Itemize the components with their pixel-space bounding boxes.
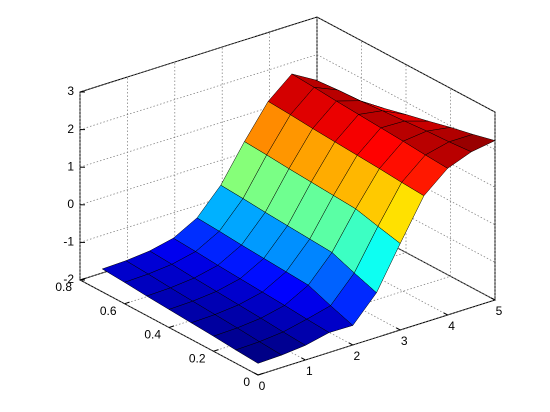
grid-line [316,91,496,188]
grid-line [79,54,318,130]
surface-cell [235,341,283,364]
x-tick [301,357,306,361]
grid-line [316,129,496,226]
grid-line [316,204,496,301]
x-tick [490,297,496,301]
z-tick-label: 2 [67,122,74,136]
x-tick-label: 2 [353,349,360,363]
x-tick-label: 3 [401,334,408,348]
x-tick-label: 5 [496,304,503,318]
x-tick [395,327,401,331]
x-tick-label: 0 [259,379,266,393]
y-tick [79,277,86,281]
grid-line [316,16,496,113]
y-tick [168,325,175,328]
grid-line [257,299,496,376]
y-tick [213,349,219,352]
z-tick-label: 3 [67,84,74,98]
grid-line [213,275,451,352]
y-tick-label: 0.2 [189,351,206,365]
y-tick-label: 0.8 [55,280,72,294]
z-tick-label: -1 [63,235,74,249]
z-tick-label: 1 [67,159,74,173]
x-tick [443,312,448,316]
x-tick [253,372,259,376]
grid-line [316,167,496,263]
x-tick-label: 1 [306,364,313,378]
y-tick [124,301,130,305]
z-tick-label: -2 [63,272,74,286]
x-tick-label: 4 [448,319,455,333]
grid-line [79,279,259,376]
y-tick-label: 0 [243,375,250,389]
grid-line [79,16,318,93]
y-tick-label: 0.4 [144,328,161,342]
y-tick-label: 0.6 [100,304,117,318]
y-tick [257,372,264,376]
x-tick [348,342,354,346]
z-tick-label: 0 [67,197,74,211]
